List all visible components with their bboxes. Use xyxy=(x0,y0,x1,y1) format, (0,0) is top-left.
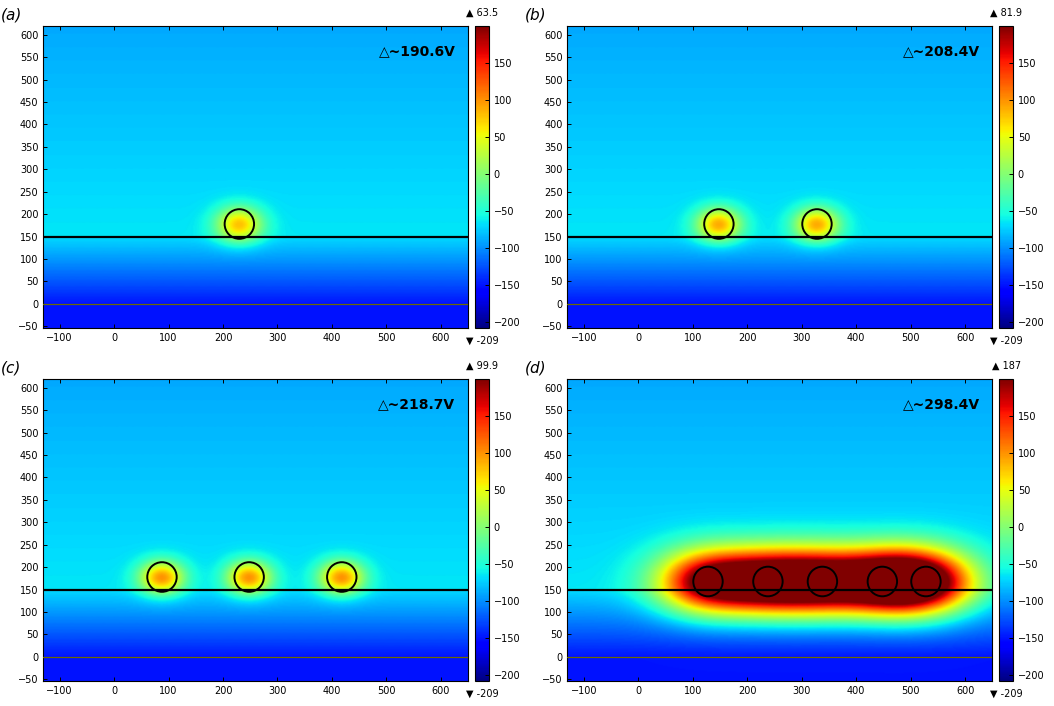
Text: ▼ -209: ▼ -209 xyxy=(466,689,499,699)
Text: ▼ -209: ▼ -209 xyxy=(990,336,1022,346)
Text: △~298.4V: △~298.4V xyxy=(902,397,979,411)
Text: (b): (b) xyxy=(525,8,547,23)
Text: ▼ -209: ▼ -209 xyxy=(990,689,1022,699)
Text: ▲ 63.5: ▲ 63.5 xyxy=(466,8,497,18)
Text: (d): (d) xyxy=(525,361,547,376)
Text: (c): (c) xyxy=(1,361,21,376)
Text: ▼ -209: ▼ -209 xyxy=(466,336,499,346)
Text: ▲ 81.9: ▲ 81.9 xyxy=(990,8,1022,18)
Text: ▲ 99.9: ▲ 99.9 xyxy=(466,361,497,371)
Text: ▲ 187: ▲ 187 xyxy=(992,361,1020,371)
Text: △~208.4V: △~208.4V xyxy=(902,44,979,58)
Text: △~190.6V: △~190.6V xyxy=(378,44,455,58)
Text: △~218.7V: △~218.7V xyxy=(378,397,455,411)
Text: (a): (a) xyxy=(1,8,22,23)
